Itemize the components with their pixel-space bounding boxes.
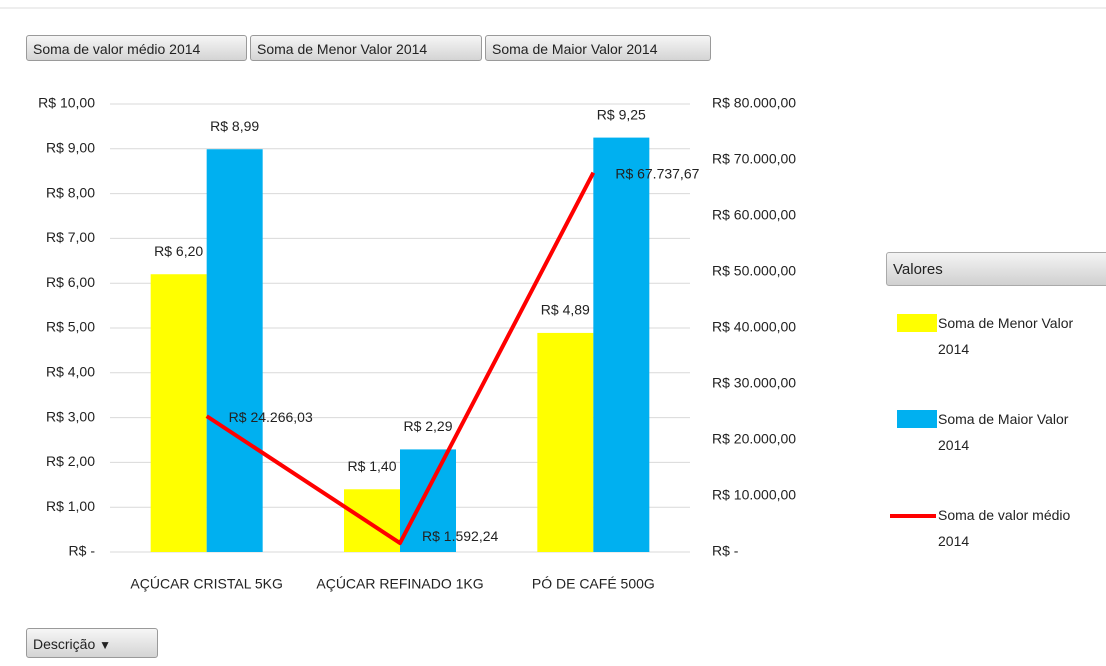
y2-tick-label: R$ 80.000,00 <box>712 95 796 111</box>
field-button[interactable]: Soma de valor médio 2014 <box>26 35 247 61</box>
y-tick-label: R$ 6,00 <box>46 274 95 290</box>
bar <box>400 449 456 552</box>
y-tick-label: R$ 1,00 <box>46 498 95 514</box>
data-label: R$ 24.266,03 <box>229 409 313 425</box>
y-tick-label: R$ - <box>69 543 96 559</box>
legend-label: Soma de valor médio 2014 <box>938 507 1071 549</box>
legend-title: Valores <box>886 252 1106 286</box>
y-tick-label: R$ 8,00 <box>46 184 95 200</box>
legend-label: Soma de Maior Valor 2014 <box>938 411 1069 453</box>
y2-tick-label: R$ - <box>712 543 739 559</box>
y2-tick-label: R$ 70.000,00 <box>712 151 796 167</box>
bar <box>344 489 400 552</box>
y-tick-label: R$ 3,00 <box>46 408 95 424</box>
data-label: R$ 8,99 <box>210 118 259 134</box>
x-tick-label: AÇÚCAR REFINADO 1KG <box>316 576 483 592</box>
y2-tick-label: R$ 40.000,00 <box>712 319 796 335</box>
data-label: R$ 67.737,67 <box>615 165 699 181</box>
legend-swatch <box>897 410 937 428</box>
data-label: R$ 6,20 <box>154 243 203 259</box>
axis-field-button[interactable]: Descrição ▼ <box>26 628 158 658</box>
y-tick-label: R$ 5,00 <box>46 319 95 335</box>
bar <box>537 332 594 552</box>
y2-tick-label: R$ 60.000,00 <box>712 207 796 223</box>
button-label: Descrição <box>33 636 96 652</box>
bar <box>593 137 650 552</box>
data-label: R$ 1.592,24 <box>422 528 498 544</box>
field-button[interactable]: Soma de Maior Valor 2014 <box>485 35 711 61</box>
data-label: R$ 1,40 <box>347 458 396 474</box>
legend-swatch <box>890 514 936 518</box>
x-tick-label: PÓ DE CAFÉ 500G <box>532 576 655 592</box>
data-label: R$ 4,89 <box>541 302 590 318</box>
data-label: R$ 2,29 <box>403 418 452 434</box>
y2-tick-label: R$ 20.000,00 <box>712 431 796 447</box>
y-tick-label: R$ 9,00 <box>46 140 95 156</box>
data-label: R$ 9,25 <box>597 106 646 122</box>
x-tick-label: AÇÚCAR CRISTAL 5KG <box>130 576 282 592</box>
field-button[interactable]: Soma de Menor Valor 2014 <box>250 35 482 61</box>
y-tick-label: R$ 10,00 <box>38 95 95 111</box>
line <box>205 171 596 546</box>
y-tick-label: R$ 2,00 <box>46 453 95 469</box>
y2-tick-label: R$ 10.000,00 <box>712 487 796 503</box>
legend-swatch <box>897 314 937 332</box>
y2-tick-label: R$ 50.000,00 <box>712 263 796 279</box>
y2-tick-label: R$ 30.000,00 <box>712 375 796 391</box>
y-tick-label: R$ 7,00 <box>46 229 95 245</box>
y-tick-label: R$ 4,00 <box>46 364 95 380</box>
legend-label: Soma de Menor Valor 2014 <box>938 315 1074 357</box>
bar <box>150 274 207 552</box>
bar <box>206 149 263 553</box>
